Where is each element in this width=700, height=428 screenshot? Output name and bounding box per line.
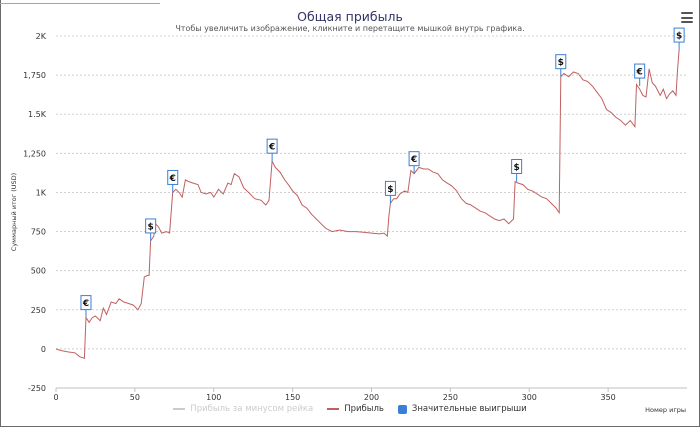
profit-series-line[interactable] (55, 50, 680, 359)
legend-box-icon (397, 404, 407, 414)
flag-label: $ (387, 185, 393, 195)
x-axis-label: Номер игры (645, 406, 686, 414)
y-tick-label: 250 (31, 306, 46, 315)
legend-line-icon (173, 408, 186, 410)
legend-line-icon (327, 408, 340, 410)
flag-label: $ (676, 32, 682, 42)
big-win-flag[interactable] (511, 158, 523, 174)
y-tick-label: 500 (31, 267, 46, 276)
hamburger-menu-icon[interactable] (681, 12, 693, 23)
legend: Прибыль за минусом рейка Прибыль Значите… (0, 402, 700, 416)
x-tick-label: 200 (364, 393, 379, 402)
legend-label: Прибыль (344, 404, 384, 414)
legend-item-net-profit[interactable]: Прибыль за минусом рейка (173, 404, 313, 414)
flag-label: € (410, 155, 417, 165)
flag-label: $ (558, 58, 564, 68)
flag-label: $ (513, 163, 519, 173)
legend-item-profit[interactable]: Прибыль (327, 404, 384, 414)
x-tick-label: 250 (443, 393, 458, 402)
y-tick-label: 750 (31, 228, 46, 237)
x-tick-label: 300 (522, 393, 537, 402)
y-tick-label: -250 (28, 384, 46, 393)
big-win-flag[interactable] (384, 180, 396, 196)
y-tick-label: 1K (36, 188, 47, 197)
chart-subtitle: Чтобы увеличить изображение, кликните и … (175, 24, 525, 33)
big-win-flag[interactable] (634, 63, 646, 79)
big-win-flag[interactable] (555, 54, 567, 70)
x-tick-label: 350 (600, 393, 615, 402)
y-tick-label: 1,250 (23, 149, 46, 158)
x-tick-label: 0 (53, 393, 58, 402)
flag-label: € (169, 174, 176, 184)
x-tick-label: 100 (206, 393, 221, 402)
y-axis-label: Суммарный итог (USD) (10, 173, 18, 251)
x-tick-label: 50 (130, 393, 140, 402)
flag-label: € (268, 143, 275, 153)
flag-label: € (82, 299, 89, 309)
big-win-flag[interactable] (80, 295, 92, 311)
legend-label: Значительные выигрыши (411, 404, 527, 414)
flag-label: $ (148, 222, 154, 232)
legend-label: Прибыль за минусом рейка (190, 404, 314, 414)
big-win-flag[interactable] (408, 151, 420, 167)
x-tick-label: 150 (285, 393, 300, 402)
chart-title: Общая прибыль (297, 9, 403, 24)
big-win-flag[interactable] (266, 138, 278, 154)
big-win-flag[interactable] (145, 218, 157, 234)
window-strip (0, 0, 160, 4)
y-tick-label: 1,750 (23, 71, 46, 80)
legend-item-big-wins[interactable]: Значительные выигрыши (397, 404, 527, 414)
flag-label: € (636, 68, 643, 78)
y-tick-label: 1.5K (28, 110, 47, 119)
big-win-flag[interactable] (673, 27, 685, 43)
y-tick-label: 0 (41, 345, 46, 354)
big-win-flag[interactable] (167, 169, 179, 185)
y-tick-label: 2K (36, 32, 47, 41)
